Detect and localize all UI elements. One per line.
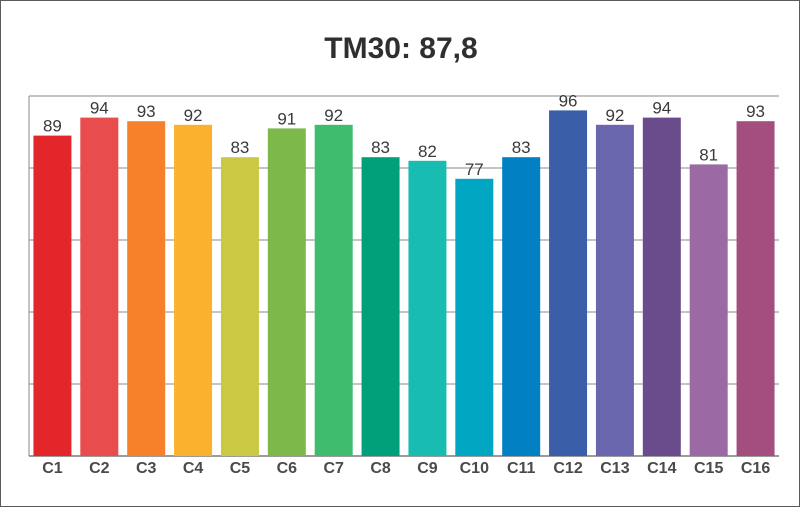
value-label-c10: 77 <box>465 160 484 179</box>
bar-c3 <box>127 121 166 456</box>
x-tick-c2: C2 <box>89 460 110 477</box>
x-tick-c16: C16 <box>741 460 770 477</box>
bar-c4 <box>174 124 213 457</box>
bar-c13 <box>595 124 634 457</box>
value-label-c8: 83 <box>371 138 390 157</box>
bar-c8 <box>361 157 400 456</box>
x-tick-c13: C13 <box>600 460 629 477</box>
value-label-c14: 94 <box>652 99 671 118</box>
bar-c5 <box>220 157 259 456</box>
bar-c11 <box>502 157 541 456</box>
x-tick-c10: C10 <box>460 460 489 477</box>
value-label-c15: 81 <box>699 145 718 164</box>
bar-c15 <box>689 164 728 456</box>
x-tick-c12: C12 <box>553 460 582 477</box>
value-label-c11: 83 <box>512 138 531 157</box>
bar-c9 <box>408 160 447 457</box>
x-tick-c6: C6 <box>277 460 298 477</box>
value-label-c1: 89 <box>43 117 62 136</box>
x-tick-c11: C11 <box>507 460 536 477</box>
value-label-c5: 83 <box>230 138 249 157</box>
value-label-c2: 94 <box>90 99 109 118</box>
value-label-c3: 93 <box>137 102 156 121</box>
x-tick-c15: C15 <box>694 460 723 477</box>
value-label-c9: 82 <box>418 142 437 161</box>
bar-c14 <box>642 117 681 456</box>
bar-c6 <box>267 128 306 456</box>
x-tick-labels: C1 C2 C3 C4 C5 C6 C7 C8 C9 C10 C11 C12 C13 C14 C15 C16 <box>42 460 770 477</box>
bar-c12 <box>549 110 588 457</box>
x-tick-c9: C9 <box>417 460 438 477</box>
bars <box>33 110 775 457</box>
bar-c2 <box>80 117 119 456</box>
x-tick-c14: C14 <box>647 460 676 477</box>
value-label-c6: 91 <box>277 109 296 128</box>
bar-c16 <box>736 121 775 456</box>
x-tick-c3: C3 <box>136 460 157 477</box>
x-tick-c7: C7 <box>323 460 344 477</box>
value-label-c16: 93 <box>746 102 765 121</box>
value-labels: 89 94 93 92 83 91 92 83 82 77 83 96 92 94 81 93 <box>43 91 765 178</box>
x-tick-c1: C1 <box>42 460 63 477</box>
value-label-c13: 92 <box>605 106 624 125</box>
value-label-c4: 92 <box>184 106 203 125</box>
value-label-c12: 96 <box>559 91 578 110</box>
x-tick-c8: C8 <box>370 460 391 477</box>
x-tick-c4: C4 <box>183 460 204 477</box>
x-tick-c5: C5 <box>230 460 251 477</box>
bar-c1 <box>33 135 72 456</box>
bar-c10 <box>455 178 494 457</box>
chart-title: TM30: 87,8 <box>324 32 478 65</box>
bar-c7 <box>314 124 353 457</box>
value-label-c7: 92 <box>324 106 343 125</box>
